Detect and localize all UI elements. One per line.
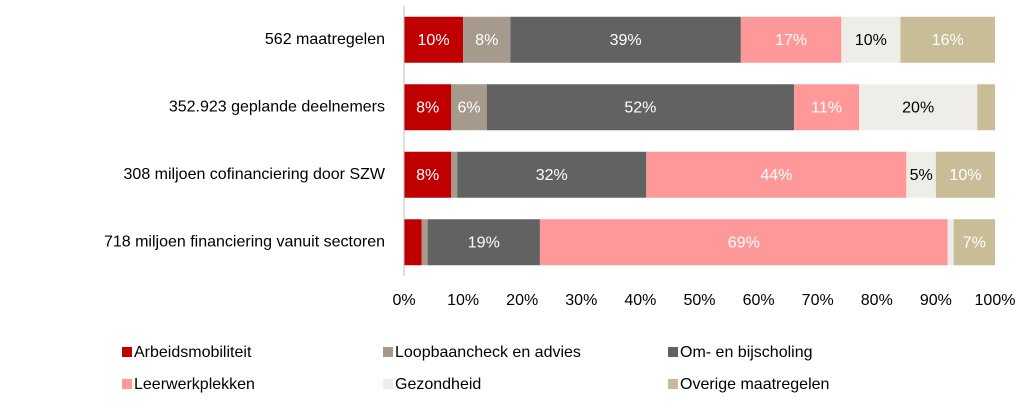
x-tick-label: 40% — [624, 292, 656, 309]
x-tick-label: 20% — [506, 292, 538, 309]
bar-segment — [463, 16, 511, 63]
bar-segment — [947, 219, 954, 266]
legend-swatch — [122, 347, 132, 357]
x-tick-label: 70% — [802, 292, 834, 309]
legend-label: Gezondheid — [395, 376, 481, 393]
bar-segment — [859, 84, 978, 131]
bar-segment — [404, 151, 452, 198]
legend-swatch — [668, 379, 678, 389]
data-label: 11% — [811, 99, 842, 116]
legend-swatch — [383, 347, 393, 357]
legend-label: Overige maatregelen — [680, 376, 829, 393]
data-label: 69% — [728, 234, 760, 251]
x-tick-label: 10% — [447, 292, 479, 309]
bar-segment — [451, 84, 487, 131]
data-label: 5% — [910, 167, 933, 184]
data-label: 6% — [457, 99, 480, 116]
bar-segment — [510, 16, 741, 63]
legend-swatch — [668, 347, 678, 357]
x-tick-label: 60% — [743, 292, 775, 309]
data-label: 8% — [416, 167, 439, 184]
bar-segment — [404, 84, 452, 131]
bar-segment — [841, 16, 901, 63]
data-label: 20% — [902, 99, 934, 116]
x-tick-label: 50% — [683, 292, 715, 309]
bar-segment — [977, 84, 995, 131]
legend-label: Om- en bijscholing — [680, 344, 813, 361]
bar-segment — [421, 219, 428, 266]
x-tick-label: 30% — [565, 292, 597, 309]
bar-segment — [900, 16, 995, 63]
x-tick-label: 0% — [392, 292, 415, 309]
category-label: 718 miljoen financiering vanuit sectoren — [104, 233, 385, 250]
bar-segment — [404, 16, 464, 63]
data-label: 10% — [418, 32, 450, 49]
x-tick-label: 80% — [861, 292, 893, 309]
bar-segment — [486, 84, 795, 131]
legend-swatch — [383, 379, 393, 389]
data-label: 10% — [949, 167, 981, 184]
legend-label: Loopbaancheck en advies — [395, 344, 581, 361]
data-label: 52% — [624, 99, 656, 116]
legend-swatch — [122, 379, 132, 389]
data-label: 44% — [760, 167, 792, 184]
bar-segment — [539, 219, 948, 266]
bar-segment — [906, 151, 936, 198]
data-label: 32% — [536, 167, 568, 184]
category-label: 352.923 geplande deelnemers — [169, 98, 385, 115]
legend-label: Leerwerkplekken — [134, 376, 255, 393]
data-label: 8% — [416, 99, 439, 116]
data-label: 19% — [468, 234, 500, 251]
category-label: 308 miljoen cofinanciering door SZW — [124, 166, 386, 183]
bar-segment — [740, 16, 842, 63]
bar-segment — [427, 219, 540, 266]
bar-segment — [451, 151, 458, 198]
bar-segment — [953, 219, 995, 266]
data-label: 16% — [932, 32, 964, 49]
bar-segment — [404, 219, 422, 266]
data-label: 39% — [610, 32, 642, 49]
data-label: 10% — [855, 32, 887, 49]
x-tick-label: 90% — [920, 292, 952, 309]
data-label: 7% — [963, 234, 986, 251]
legend-label: Arbeidsmobiliteit — [134, 344, 252, 361]
data-label: 8% — [475, 32, 498, 49]
bar-segment — [646, 151, 907, 198]
data-label: 17% — [775, 32, 807, 49]
bar-segment — [935, 151, 995, 198]
category-label: 562 maatregelen — [265, 31, 385, 48]
bar-segment — [457, 151, 647, 198]
x-tick-label: 100% — [975, 292, 1016, 309]
bar-segment — [794, 84, 860, 131]
